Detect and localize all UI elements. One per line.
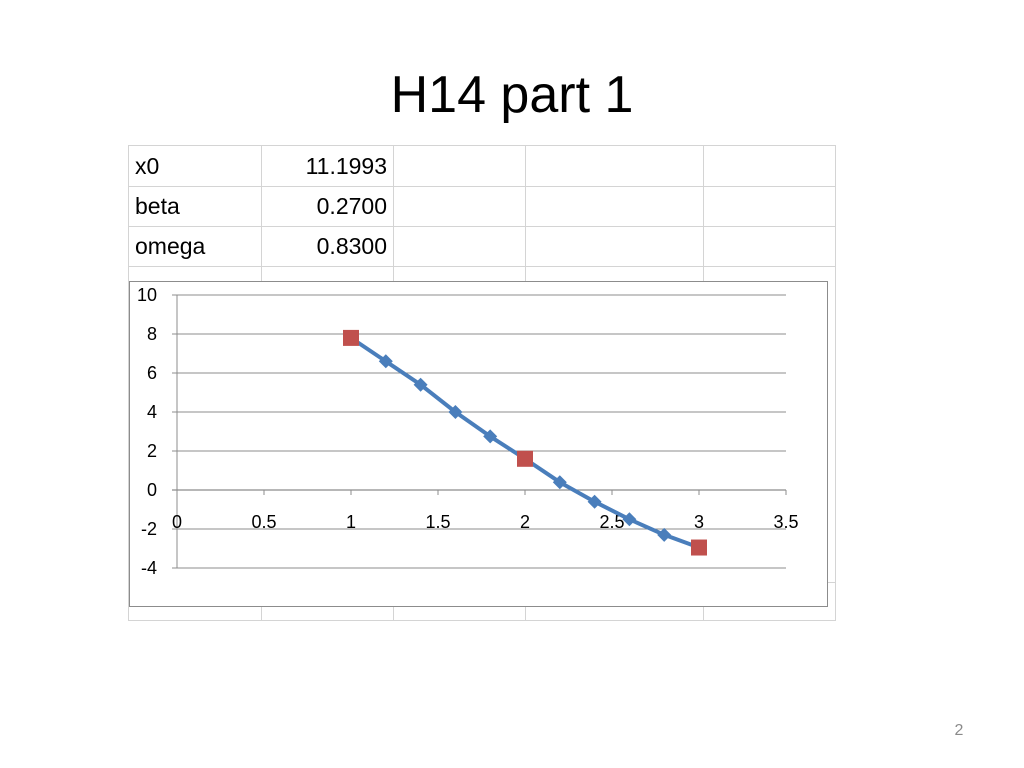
chart-frame[interactable]: 10 8 6 4 2 0 -2 -4 0 0.5 1 1.5 2 2.5 3 3.5 [129, 281, 828, 607]
y-tick-label: 10 [137, 285, 157, 305]
data-point-diamond [413, 377, 428, 392]
cell-x0-label[interactable]: x0 [135, 153, 160, 179]
data-point-diamond [483, 429, 498, 444]
data-point-diamond [657, 527, 672, 542]
x-tick-label: 3.5 [773, 512, 798, 532]
y-tick-label: 6 [147, 363, 157, 383]
page-number: 2 [954, 722, 964, 739]
cell-omega-value[interactable]: 0.8300 [316, 233, 387, 259]
x-tick-label: 1.5 [425, 512, 450, 532]
data-point-diamond [378, 354, 393, 369]
cell-omega-label[interactable]: omega [135, 233, 206, 259]
data-point-diamond [587, 494, 602, 509]
cell-x0-value[interactable]: 11.1993 [305, 153, 387, 179]
data-point-square [343, 329, 359, 346]
spreadsheet-grid: x0 11.1993 beta 0.2700 omega 0.8300 [128, 145, 836, 621]
data-point-diamond [622, 512, 637, 527]
cell-beta-value[interactable]: 0.2700 [316, 193, 387, 219]
data-point-diamond [552, 475, 567, 490]
data-point-square [517, 450, 533, 467]
grid-row-line [129, 186, 835, 187]
x-tick-label: 3 [694, 512, 704, 532]
y-tick-label: 2 [147, 441, 157, 461]
y-tick-label: 8 [147, 324, 157, 344]
data-point-diamond [448, 405, 463, 419]
y-tick-label: -4 [141, 558, 157, 578]
y-tick-label: -2 [141, 519, 157, 539]
line-chart: 10 8 6 4 2 0 -2 -4 0 0.5 1 1.5 2 2.5 3 3.5 [137, 285, 799, 578]
x-tick-label: 2 [520, 512, 530, 532]
y-tick-label: 0 [147, 480, 157, 500]
x-tick-label: 0.5 [251, 512, 276, 532]
x-tick-label: 0 [172, 512, 182, 532]
x-tick-label: 1 [346, 512, 356, 532]
data-point-square [691, 539, 707, 556]
cell-beta-label[interactable]: beta [135, 193, 180, 219]
y-tick-label: 4 [147, 402, 157, 422]
x-tick-label: 2.5 [599, 512, 624, 532]
grid-row-line [129, 266, 835, 267]
slide-title: H14 part 1 [390, 66, 634, 124]
grid-row-line [129, 226, 835, 227]
